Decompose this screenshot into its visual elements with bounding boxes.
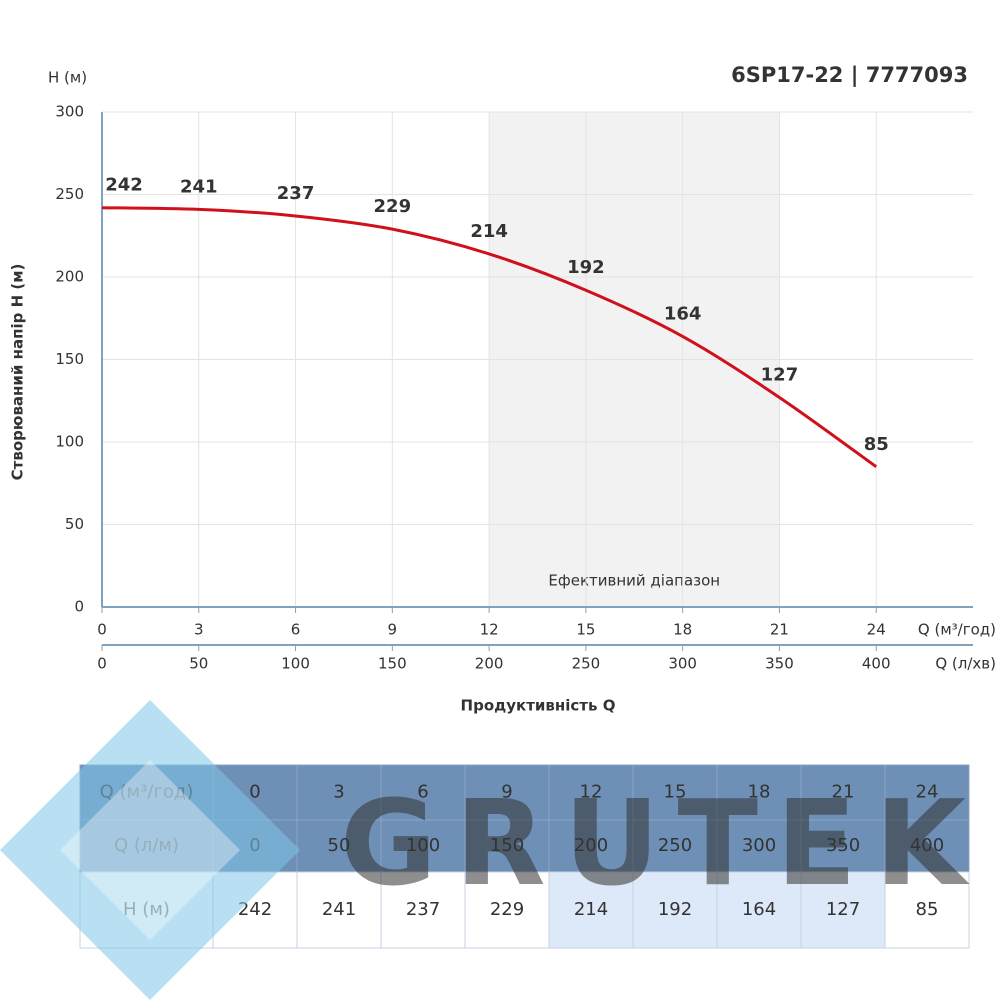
band-label: Ефективний діапазон	[548, 572, 720, 590]
table-text: 15	[664, 782, 687, 803]
table-cell	[380, 764, 466, 821]
y-axis-title: Створюваний напір H (м)	[9, 264, 27, 481]
table-text: 229	[490, 899, 524, 920]
table-text: 85	[916, 899, 939, 920]
table-cell	[464, 819, 550, 873]
table-text: 300	[742, 835, 776, 856]
x2-tick-label: 200	[475, 655, 504, 673]
x2-tick-label: 100	[281, 655, 310, 673]
table-cell	[716, 819, 802, 873]
table-text: 100	[406, 835, 440, 856]
x-tick-label: 6	[291, 621, 301, 639]
data-label: 85	[864, 434, 889, 455]
data-label: 192	[567, 257, 605, 278]
table-cell	[296, 819, 382, 873]
x2-tick-label: 50	[189, 655, 208, 673]
table-text: 150	[490, 835, 524, 856]
table-text: 127	[826, 899, 860, 920]
table-cell	[380, 819, 466, 873]
x2-tick-label: 250	[572, 655, 601, 673]
table-text: 242	[238, 899, 272, 920]
data-label: 229	[374, 196, 412, 217]
x2-unit-label: Q (л/хв)	[935, 655, 996, 673]
y-tick-label: 300	[55, 103, 84, 121]
data-label: 237	[277, 183, 315, 204]
table-text: 200	[574, 835, 608, 856]
x-tick-label: 3	[194, 621, 204, 639]
data-label: 127	[761, 364, 799, 385]
x2-tick-label: 350	[765, 655, 794, 673]
data-label: 242	[105, 175, 143, 196]
y-tick-label: 0	[74, 598, 84, 616]
table-text: 21	[832, 782, 855, 803]
table-text: 400	[910, 835, 944, 856]
x2-tick-label: 150	[378, 655, 407, 673]
x-tick-label: 21	[770, 621, 789, 639]
table-cell	[800, 871, 886, 949]
data-label: 214	[470, 221, 508, 242]
table-text: 12	[580, 782, 603, 803]
data-label: 241	[180, 176, 218, 197]
table-text: 214	[574, 899, 608, 920]
x-axis-title: Продуктивність Q	[461, 697, 616, 715]
table-text: 9	[501, 782, 512, 803]
table-text: 24	[916, 782, 939, 803]
y-tick-label: 250	[55, 185, 84, 203]
table-cell	[800, 819, 886, 873]
table-text: 237	[406, 899, 440, 920]
y-tick-label: 150	[55, 350, 84, 368]
table-text: 241	[322, 899, 356, 920]
table-text: 350	[826, 835, 860, 856]
logo-shape	[60, 760, 240, 940]
table-cell	[716, 871, 802, 949]
table-cell	[884, 819, 970, 873]
x-tick-label: 18	[673, 621, 692, 639]
table-text: 50	[328, 835, 351, 856]
table-text: 6	[417, 782, 428, 803]
table-text: 250	[658, 835, 692, 856]
table-cell	[632, 819, 718, 873]
x-unit-label: Q (м³/год)	[918, 621, 996, 639]
x-tick-label: 0	[97, 621, 107, 639]
logo-shape	[0, 700, 300, 1000]
y-tick-label: 50	[65, 515, 84, 533]
table-cell	[884, 764, 970, 821]
table-text: 0	[249, 782, 260, 803]
table-cell	[632, 871, 718, 949]
y-unit-label: H (м)	[48, 69, 87, 87]
table-text: 18	[748, 782, 771, 803]
y-tick-label: 200	[55, 268, 84, 286]
x2-tick-label: 0	[97, 655, 107, 673]
table-cell	[380, 871, 466, 949]
table-text: 3	[333, 782, 344, 803]
x-tick-label: 24	[867, 621, 886, 639]
table-cell	[296, 871, 382, 949]
x2-tick-label: 400	[862, 655, 891, 673]
table-cell	[464, 764, 550, 821]
table-cell	[296, 764, 382, 821]
table-text: 192	[658, 899, 692, 920]
chart-title: 6SP17-22 | 7777093	[731, 63, 968, 88]
table-cell	[632, 764, 718, 821]
table-cell	[548, 871, 634, 949]
y-tick-label: 100	[55, 433, 84, 451]
data-label: 164	[664, 303, 702, 324]
table-text: 164	[742, 899, 776, 920]
x-tick-label: 12	[480, 621, 499, 639]
x2-tick-label: 300	[668, 655, 697, 673]
x-tick-label: 9	[388, 621, 398, 639]
watermark: GRUTEK	[340, 774, 984, 912]
table-cell	[884, 871, 970, 949]
x-tick-label: 15	[576, 621, 595, 639]
series-line	[101, 206, 878, 468]
